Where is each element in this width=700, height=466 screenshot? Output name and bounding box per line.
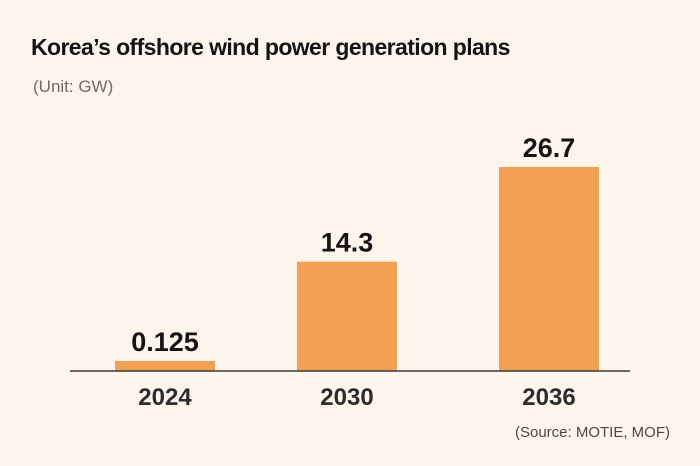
source-note: (Source: MOTIE, MOF) — [514, 424, 670, 441]
bar-2036 — [499, 167, 599, 371]
x-tick-label-2024: 2024 — [138, 384, 192, 411]
value-label-2036: 26.7 — [523, 133, 576, 163]
x-tick-label-2030: 2030 — [320, 384, 373, 411]
x-tick-label-2036: 2036 — [522, 384, 575, 411]
value-label-2024: 0.125 — [131, 327, 199, 357]
unit-label: (Unit: GW) — [33, 77, 114, 96]
bar-2024 — [115, 361, 215, 371]
chart-title: Korea’s offshore wind power generation p… — [31, 34, 510, 60]
value-label-2030: 14.3 — [321, 228, 374, 258]
bar-2030 — [297, 261, 397, 371]
value-labels-group: 0.125 14.3 26.7 — [131, 133, 575, 357]
x-tick-labels-group: 2024 2030 2036 — [138, 384, 575, 411]
bars-group — [115, 167, 599, 371]
